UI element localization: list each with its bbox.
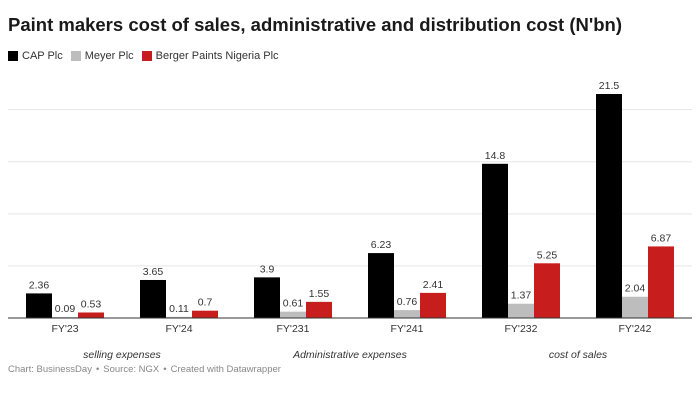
bar [368,253,394,318]
x-tick-label: FY'241 [391,323,424,335]
chart-footer: Chart: BusinessDay • Source: NGX • Created w… [8,364,281,375]
bar [78,312,104,318]
data-label: 6.87 [651,232,672,244]
bar [254,277,280,318]
group-label: Administrative expenses [292,349,408,361]
legend-item-cap: CAP Plc [8,50,63,62]
bar [140,279,166,318]
bar [622,296,648,318]
data-label: 0.76 [397,296,418,308]
bar [166,316,192,318]
footer-source: Source: NGX [103,364,160,375]
data-label: 3.9 [260,263,275,275]
data-label: 1.37 [511,290,532,302]
data-label: 0.11 [169,303,189,315]
data-label: 3.65 [143,266,164,278]
x-tick-label: FY'24 [165,323,192,335]
legend-label-cap: CAP Plc [22,50,63,62]
bar [648,246,674,318]
legend-item-berger: Berger Paints Nigeria Plc [141,50,279,62]
legend-item-meyer: Meyer Plc [70,50,134,62]
legend-label-meyer: Meyer Plc [84,50,134,62]
legend-swatch-berger [141,51,152,61]
bar [280,311,306,318]
footer-created-with: Created with Datawrapper [170,364,281,375]
data-label: 6.23 [371,239,392,251]
bar [394,310,420,318]
data-label: 5.25 [537,249,558,261]
bar [596,94,622,318]
footer-separator: • [163,364,167,375]
footer-chart-credit: Chart: BusinessDay [8,364,92,375]
bar [192,310,218,318]
legend-label-berger: Berger Paints Nigeria Plc [155,50,279,62]
x-tick-label: FY'231 [277,323,310,335]
data-label: 14.8 [485,150,506,162]
bar [534,263,560,318]
chart-title: Paint makers cost of sales, administrati… [8,14,623,35]
data-label: 0.7 [198,297,213,309]
data-label: 2.04 [625,283,646,295]
data-label: 2.36 [29,279,50,291]
bar [508,303,534,318]
legend-swatch-meyer [70,51,81,61]
bar [482,163,508,318]
bar [26,293,52,318]
data-label: 1.55 [309,288,330,300]
group-label: selling expenses [83,349,161,361]
x-tick-label: FY'242 [619,323,652,335]
bar [420,292,446,318]
footer-separator: • [95,364,100,375]
x-tick-label: FY'232 [505,323,538,335]
legend-swatch-cap [8,51,18,61]
group-label: cost of sales [549,349,608,361]
data-label: 0.61 [283,298,304,310]
data-label: 0.09 [55,303,76,315]
x-tick-label: FY'23 [51,323,78,335]
legend: CAP Plc Meyer Plc Berger Paints Nigeria … [8,50,287,62]
bar [306,301,332,318]
data-label: 0.53 [81,298,102,310]
data-label: 21.5 [599,80,620,92]
data-label: 2.41 [423,279,444,291]
